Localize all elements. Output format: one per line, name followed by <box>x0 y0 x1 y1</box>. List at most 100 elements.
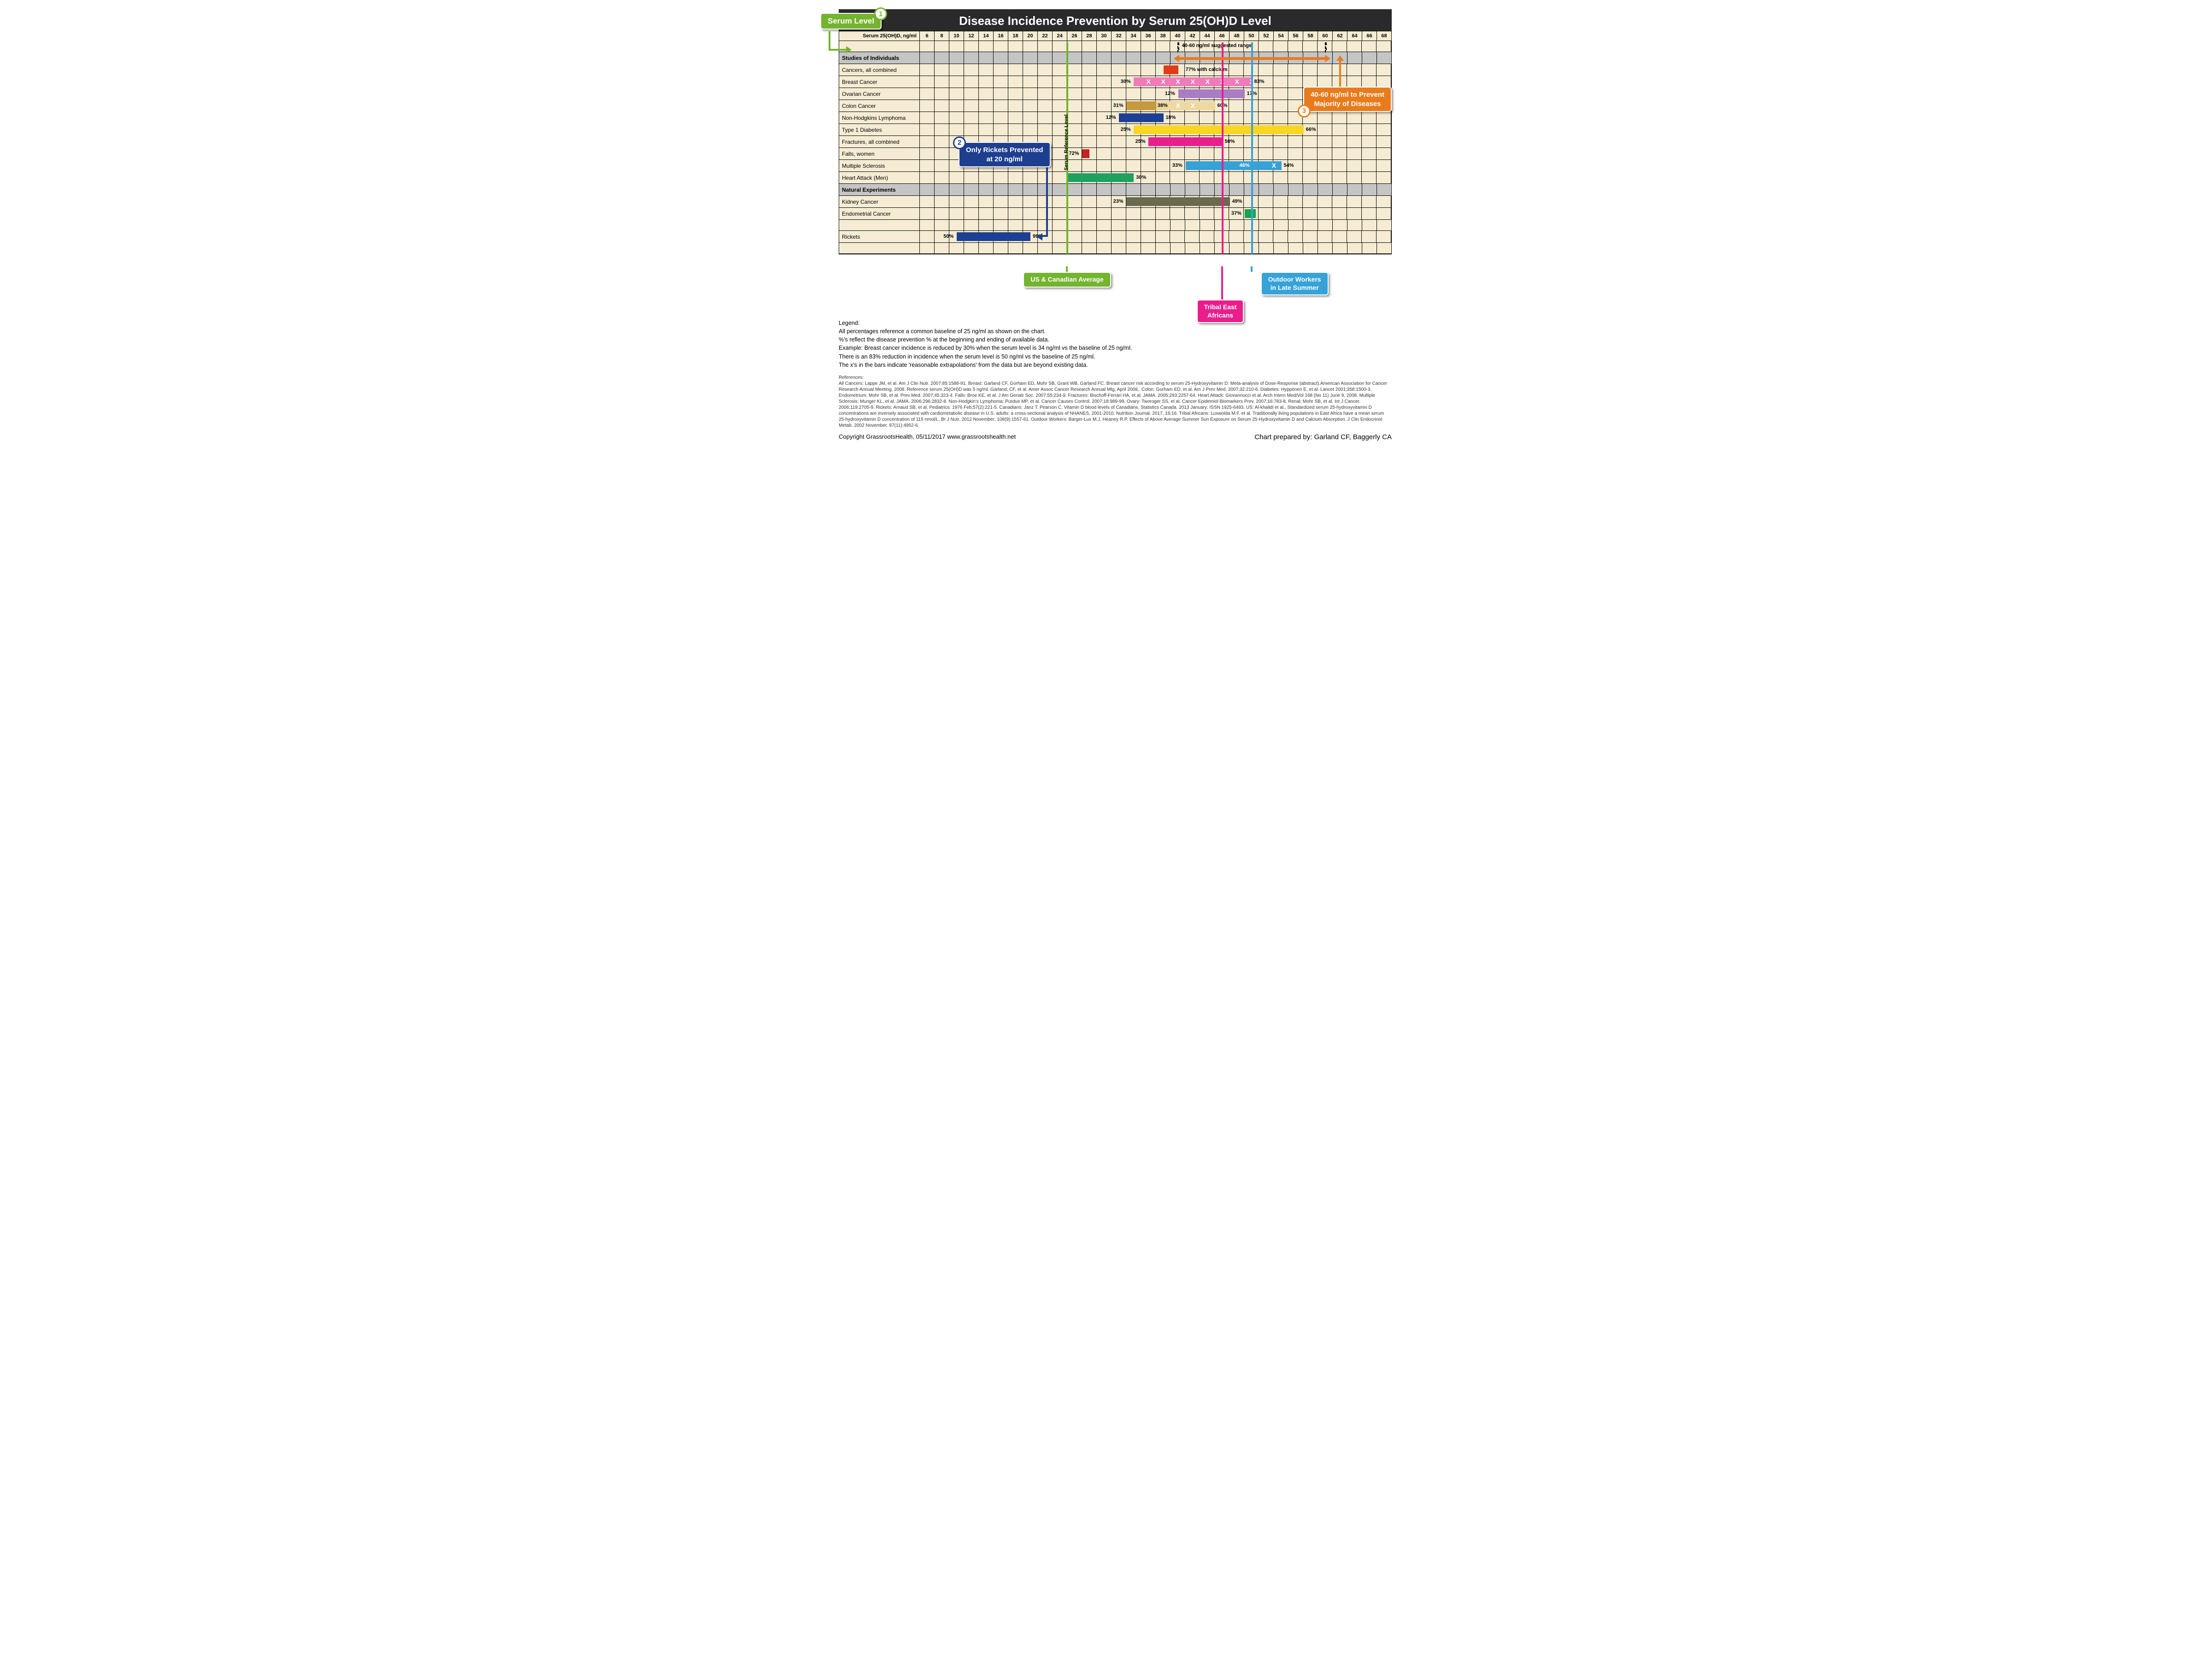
bar-percent-label: 72% <box>1069 151 1079 156</box>
tick: 10 <box>949 31 964 41</box>
row-label: Natural Experiments <box>839 184 920 195</box>
references-block: References: All Cancers: Lappe JM, et al… <box>839 375 1392 429</box>
bar-percent-label: 12% <box>1165 91 1175 96</box>
tick: 8 <box>935 31 949 41</box>
references-text: All Cancers: Lappe JM, et al. Am J Clin … <box>839 381 1392 429</box>
bar-percent-label: 18% <box>1165 115 1176 120</box>
tick: 66 <box>1362 31 1377 41</box>
row-label: Falls, women <box>839 148 920 159</box>
legend-line: All percentages reference a common basel… <box>839 327 1392 335</box>
tick: 60 <box>1318 31 1333 41</box>
tick: 36 <box>1141 31 1156 41</box>
tick: 16 <box>994 31 1008 41</box>
tick: 64 <box>1347 31 1362 41</box>
data-bar <box>1148 137 1222 146</box>
bar-percent-label: 23% <box>1113 199 1124 204</box>
axis-label: Serum 25(OH)D, ng/ml <box>839 31 920 41</box>
row-label: Cancers, all combined <box>839 64 920 76</box>
data-bar <box>1067 173 1134 182</box>
legend-line: %'s reflect the disease prevention % at … <box>839 335 1392 344</box>
x-mark: X <box>1272 162 1276 169</box>
x-mark: X <box>1235 78 1239 85</box>
bar-percent-label: 12% <box>1106 115 1116 120</box>
tick: 22 <box>1038 31 1053 41</box>
tick: 54 <box>1274 31 1288 41</box>
row-label <box>839 220 920 230</box>
ref-level-label: Serum Reference Level <box>1064 114 1069 171</box>
row-label: Non-Hodgkins Lymphoma <box>839 112 920 124</box>
bar-percent-label: 25% <box>1121 127 1131 132</box>
bar-percent-label: 83% <box>1254 79 1265 84</box>
bar-percent-label: 50% <box>943 234 953 239</box>
tick: 50 <box>1244 31 1259 41</box>
vertical-line-range40 <box>1177 42 1178 53</box>
data-bar <box>1245 209 1256 218</box>
bar-percent-label: 30% <box>1121 79 1131 84</box>
bar-percent-label: 31% <box>1113 103 1124 108</box>
prepared-by: Chart prepared by: Garland CF, Baggerly … <box>1254 433 1392 441</box>
tick: 46 <box>1215 31 1230 41</box>
vertical-line-outdoor <box>1251 42 1253 254</box>
data-bar <box>1134 125 1303 134</box>
row-label: Colon Cancer <box>839 100 920 112</box>
data-bar <box>1164 65 1178 74</box>
tick: 26 <box>1067 31 1082 41</box>
row-label: Rickets <box>839 231 920 242</box>
tick: 32 <box>1112 31 1126 41</box>
row-label: Ovarian Cancer <box>839 88 920 100</box>
tick: 12 <box>964 31 979 41</box>
data-bar <box>1178 89 1245 98</box>
bar-percent-label: 66% <box>1306 127 1316 132</box>
title-bar: Disease Incidence Prevention by Serum 25… <box>839 9 1392 31</box>
row-label: Heart Attack (Men) <box>839 172 920 183</box>
vertical-line-range60 <box>1325 42 1326 53</box>
copyright: Copyright GrassrootsHealth, 05/11/2017 w… <box>839 433 1016 441</box>
data-bar <box>957 232 1030 241</box>
legend-header: Legend: <box>839 319 1392 327</box>
bar-percent-label: 25% <box>1135 139 1146 144</box>
row-label: Type 1 Diabetes <box>839 124 920 135</box>
legend-line: Example: Breast cancer incidence is redu… <box>839 344 1392 352</box>
tick: 44 <box>1200 31 1215 41</box>
legend-line: There is an 83% reduction in incidence w… <box>839 353 1392 361</box>
annot-range: 40-60 ng/ml to PreventMajority of Diseas… <box>1303 87 1392 112</box>
range-arrow <box>1178 57 1326 60</box>
tick: 40 <box>1171 31 1185 41</box>
annot-serum-level: Serum Level1 <box>820 13 882 29</box>
row-label: Studies of Individuals <box>839 52 920 64</box>
bar-percent-label: 46% <box>1239 163 1249 168</box>
x-mark: X <box>1176 102 1180 109</box>
tick: 30 <box>1097 31 1112 41</box>
callout-bottom: Tribal EastAfricans <box>1197 300 1244 323</box>
tick: 24 <box>1053 31 1067 41</box>
tick: 6 <box>920 31 935 41</box>
callout-bottom: Outdoor Workersin Late Summer <box>1261 272 1329 295</box>
data-bar <box>1126 101 1156 110</box>
tick: 18 <box>1008 31 1023 41</box>
legend-block: Legend: All percentages reference a comm… <box>839 319 1392 369</box>
data-bar <box>1119 113 1163 122</box>
data-bar <box>1186 161 1282 170</box>
suggested-range-label: 40-60 ng/ml suggested range <box>1182 43 1252 48</box>
bar-percent-label: 37% <box>1231 211 1241 216</box>
footer: Copyright GrassrootsHealth, 05/11/2017 w… <box>839 433 1392 441</box>
x-mark: X <box>1206 78 1210 85</box>
annot-rickets: Only Rickets Preventedat 20 ng/ml2 <box>959 142 1051 167</box>
bar-percent-label: 49% <box>1232 199 1242 204</box>
bar-percent-label: 54% <box>1284 163 1294 168</box>
bar-percent-label: 30% <box>1136 175 1146 180</box>
bar-percent-label: 50% <box>1224 139 1235 144</box>
tick: 42 <box>1185 31 1200 41</box>
tick: 58 <box>1303 31 1318 41</box>
data-bar <box>1082 149 1089 158</box>
callout-bottom: US & Canadian Average <box>1023 272 1111 288</box>
x-mark: X <box>1176 78 1180 85</box>
references-header: References: <box>839 375 1392 381</box>
chart-container: Disease Incidence Prevention by Serum 25… <box>820 9 1392 441</box>
tick: 56 <box>1288 31 1303 41</box>
row-label: Multiple Sclerosis <box>839 160 920 171</box>
tick: 68 <box>1377 31 1391 41</box>
tick: 14 <box>979 31 994 41</box>
legend-line: The x's in the bars indicate 'reasonable… <box>839 361 1392 369</box>
x-mark: X <box>1191 78 1195 85</box>
